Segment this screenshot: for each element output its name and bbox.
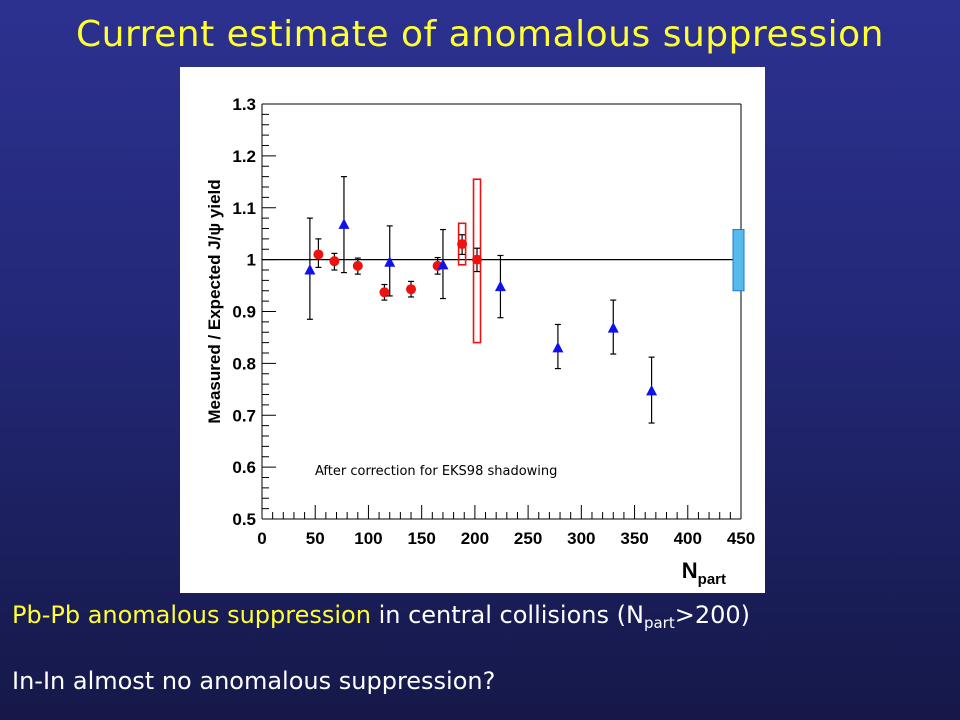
caption-text-b: >200) [674,601,750,629]
data-point-triangle [304,264,316,275]
data-point-circle [472,254,483,265]
data-point-circle [352,260,363,271]
data-point-triangle [494,280,506,292]
data-point-triangle [646,384,658,396]
caption-text-a: in central collisions (N [370,601,644,629]
y-axis-label: Measured / Expected J/ψ yield [205,179,224,423]
caption-inin: In-In almost no anomalous suppression? [12,667,496,695]
y-tick-label: 0.5 [232,510,256,529]
x-tick-label: 100 [354,529,382,548]
data-point-triangle [607,322,619,333]
caption-pbpb: Pb-Pb anomalous suppression in central c… [12,601,750,632]
x-tick-label: 450 [727,529,755,548]
x-tick-label: 250 [514,529,542,548]
x-tick-label: 400 [674,529,702,548]
x-tick-label: 350 [620,529,648,548]
data-point-circle [313,249,324,260]
x-tick-label: 0 [257,529,266,548]
y-tick-label: 0.7 [232,406,256,425]
data-marks [262,176,745,424]
x-tick-label: 300 [567,529,595,548]
global-uncertainty-band [732,229,745,292]
y-tick-label: 0.8 [232,354,256,373]
y-tick-label: 1.3 [232,95,256,114]
x-tick-label: 50 [306,529,325,548]
y-tick-label: 0.9 [232,303,256,322]
data-point-triangle [338,218,350,229]
data-point-circle [379,287,390,298]
chart-annotation: After correction for EKS98 shadowing [315,464,557,479]
axes: 0.5 0.6 0.7 0.8 0.9 1 1.1 1.2 1.3 0 50 100 150 200 250… [205,95,755,588]
y-tick-label: 1 [247,251,256,270]
y-tick-label: 1.2 [232,147,256,166]
chart-panel: 0.5 0.6 0.7 0.8 0.9 1 1.1 1.2 1.3 0 50 100 150 200 250… [180,67,765,593]
data-point-circle [457,239,468,250]
slide-title: Current estimate of anomalous suppressio… [75,14,885,55]
y-tick-label: 1.1 [232,199,256,218]
data-point-triangle [384,256,396,267]
y-tick-label: 0.6 [232,458,256,477]
x-tick-label: 150 [407,529,435,548]
data-point-triangle [437,258,449,270]
caption-subscript: part [643,614,675,632]
data-point-circle [329,256,340,267]
caption-highlight: Pb-Pb anomalous suppression [12,601,371,629]
data-point-circle [406,284,417,295]
chart-svg: 0.5 0.6 0.7 0.8 0.9 1 1.1 1.2 1.3 0 50 100 150 200 250… [205,95,755,588]
x-tick-label: 200 [461,529,489,548]
data-point-triangle [552,341,564,353]
x-axis-label: Npart [682,558,726,588]
